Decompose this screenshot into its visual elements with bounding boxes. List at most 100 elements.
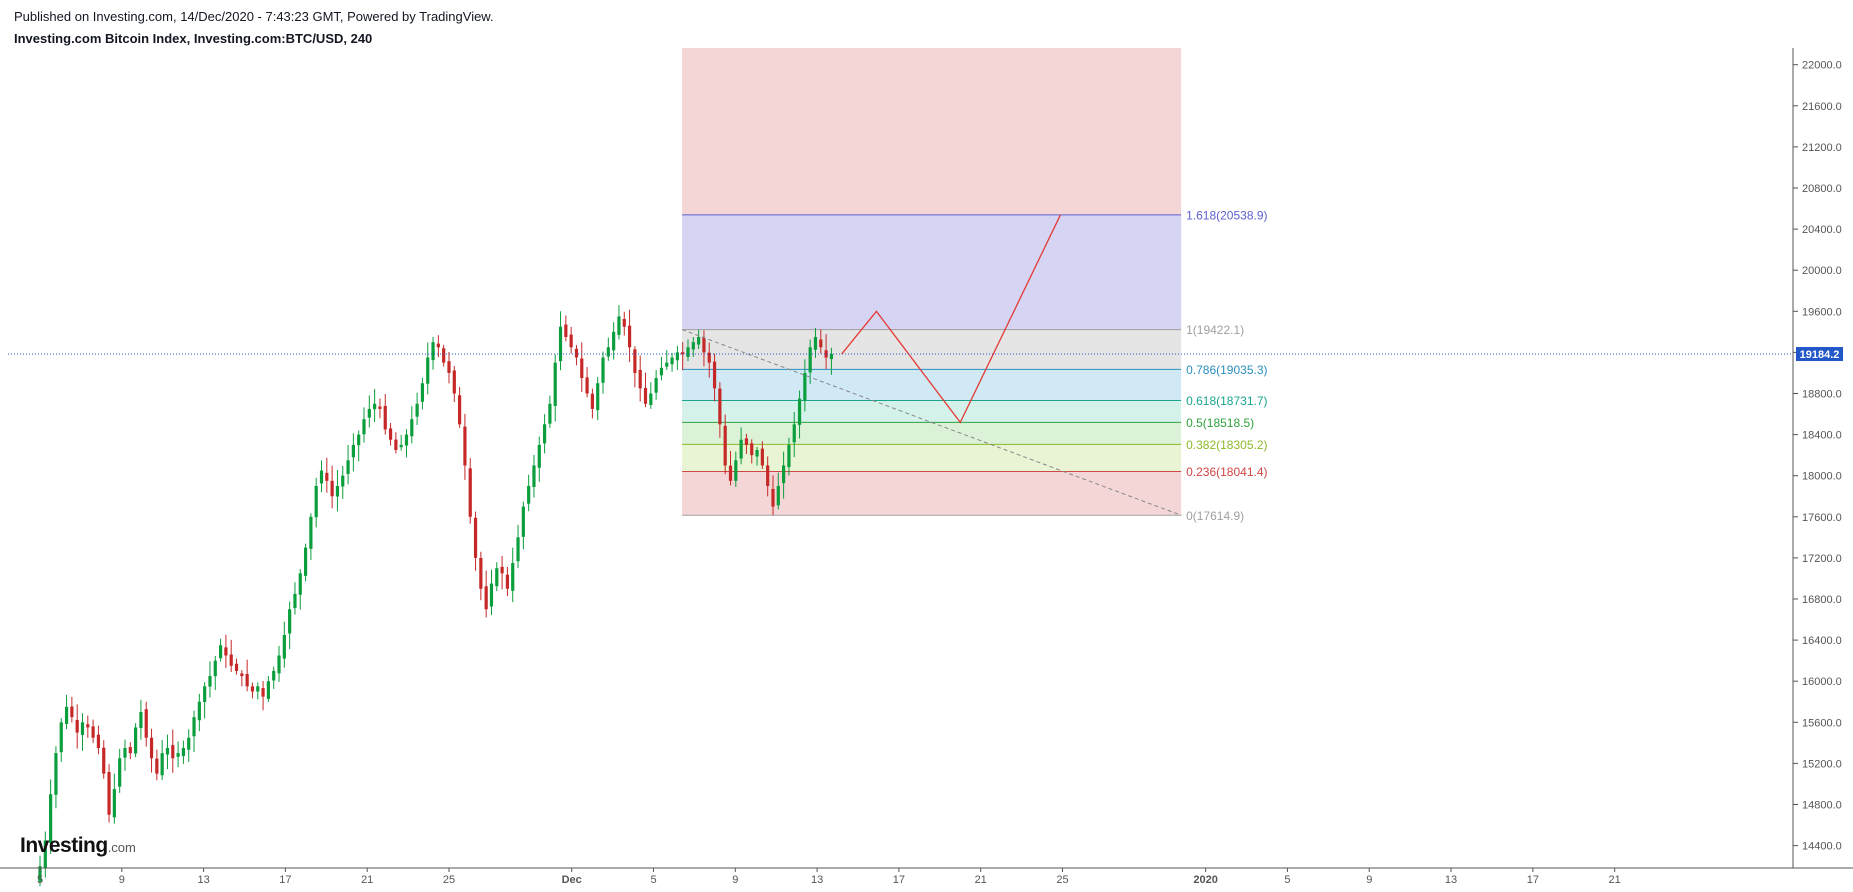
- x-tick-label: 13: [197, 874, 209, 886]
- candle-body: [574, 348, 579, 358]
- candle-body: [739, 439, 743, 459]
- candle-body: [744, 438, 749, 445]
- candle-body: [697, 336, 701, 345]
- candle-body: [537, 444, 541, 468]
- candle-body: [601, 357, 605, 383]
- candle-body: [181, 747, 186, 757]
- y-tick-label: 18800.0: [1802, 389, 1842, 401]
- candle-body: [606, 347, 610, 357]
- candle-body: [792, 424, 796, 443]
- candle-body: [479, 557, 483, 589]
- candle-body: [675, 352, 679, 361]
- candle-body: [691, 342, 695, 350]
- candle-body: [160, 753, 164, 776]
- candle-body: [495, 568, 499, 587]
- chart-axes: 14400.0 14800.0 15200.0 15600.0 16000.0 16400…: [0, 48, 1853, 886]
- candle-body: [134, 727, 138, 754]
- y-tick-label: 14400.0: [1802, 841, 1842, 853]
- candle-body: [702, 337, 706, 353]
- fib-level-label: 1.618(20538.9): [1186, 208, 1267, 222]
- candle-body: [633, 349, 637, 373]
- candle-body: [500, 566, 504, 574]
- y-tick-label: 20800.0: [1802, 183, 1842, 195]
- candle-body: [622, 318, 626, 327]
- logo-brand: Investing: [20, 834, 108, 857]
- candle-body: [829, 354, 834, 360]
- candle-body: [527, 485, 531, 504]
- candle-body: [564, 324, 568, 337]
- current-price-label: 19184.2: [1800, 349, 1840, 361]
- y-tick-label: 15200.0: [1802, 758, 1842, 770]
- fib-zone-fills: [682, 48, 1182, 516]
- candle-body: [335, 485, 340, 497]
- candle-body: [590, 393, 594, 409]
- y-tick-label: 19600.0: [1802, 306, 1842, 318]
- candle-body: [144, 709, 148, 738]
- x-tick-label: 2020: [1193, 874, 1217, 886]
- candle-body: [351, 444, 355, 458]
- x-tick-label: 25: [1056, 874, 1068, 886]
- x-tick-label: 9: [119, 874, 125, 886]
- y-tick-label: 20400.0: [1802, 224, 1842, 236]
- candle-body: [303, 547, 308, 576]
- trend-line: [681, 329, 1182, 516]
- candle-body: [511, 563, 515, 591]
- candle-body: [118, 758, 122, 787]
- fib-zone-fill: [682, 329, 1182, 370]
- candle-body: [192, 717, 196, 737]
- candle-body: [155, 758, 159, 774]
- x-tick-label: 21: [361, 874, 373, 886]
- candle-body: [484, 586, 488, 610]
- candle-body: [808, 347, 812, 373]
- candle-body: [319, 470, 324, 484]
- candle-body: [367, 408, 371, 418]
- candle-body: [723, 425, 727, 466]
- y-tick-label: 17600.0: [1802, 512, 1842, 524]
- y-tick-label: 21600.0: [1802, 101, 1842, 113]
- candle-body: [59, 722, 63, 753]
- x-tick-label: 21: [975, 874, 987, 886]
- y-tick-label: 16000.0: [1802, 676, 1842, 688]
- candle-body: [357, 434, 361, 446]
- candle-body: [489, 583, 494, 607]
- candle-body: [436, 343, 440, 348]
- candle-body: [112, 789, 116, 818]
- candle-body: [43, 840, 47, 868]
- candle-body: [171, 745, 175, 759]
- candle-body: [394, 439, 398, 451]
- candle-body: [80, 722, 85, 735]
- y-tick-label: 22000.0: [1802, 60, 1842, 72]
- candle-body: [102, 747, 106, 774]
- candle-body: [797, 398, 802, 425]
- candle-body: [293, 593, 297, 608]
- y-tick-label: 20000.0: [1802, 265, 1842, 277]
- y-tick-label: 15600.0: [1802, 717, 1842, 729]
- candle-body: [208, 676, 212, 687]
- candle-body: [505, 574, 510, 589]
- candle-body: [234, 663, 239, 671]
- candle-body: [346, 460, 350, 474]
- candle-body: [266, 681, 270, 699]
- candle-body: [224, 647, 228, 656]
- candle-body: [569, 334, 573, 348]
- candle-body: [410, 419, 414, 437]
- candle-body: [750, 443, 754, 456]
- candle-body: [139, 712, 143, 728]
- candle-body: [681, 352, 685, 355]
- candle-body: [420, 383, 425, 402]
- y-tick-label: 17200.0: [1802, 553, 1842, 565]
- candle-body: [250, 686, 255, 692]
- candle-body: [755, 450, 759, 457]
- x-tick-label: 5: [1284, 874, 1290, 886]
- x-tick-label: 9: [1366, 874, 1372, 886]
- candle-body: [728, 465, 733, 481]
- candle-body: [213, 660, 217, 677]
- candle-body: [218, 645, 223, 659]
- candle-body: [452, 370, 456, 394]
- candle-body: [548, 403, 552, 424]
- y-tick-label: 16800.0: [1802, 594, 1842, 606]
- fib-level-label: 0.618(18731.7): [1186, 394, 1267, 408]
- candle-body: [378, 406, 382, 409]
- fib-level-label: 0.5(18518.5): [1186, 416, 1254, 430]
